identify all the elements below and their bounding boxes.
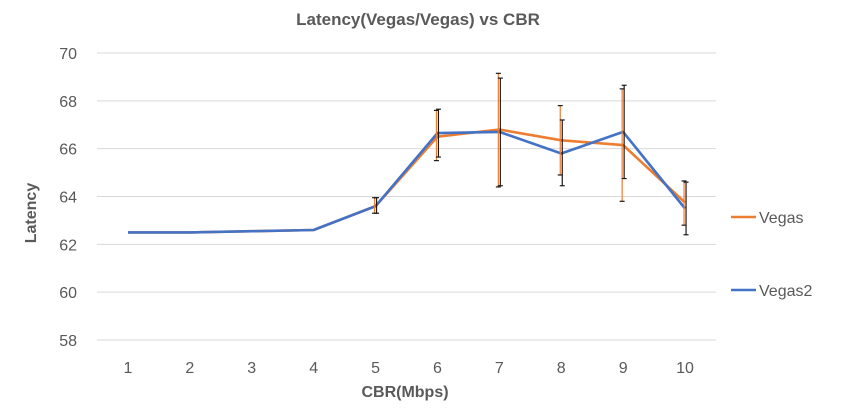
x-tick-label: 7 — [495, 360, 504, 377]
error-bar — [374, 197, 380, 214]
y-tick-label: 64 — [59, 190, 77, 207]
x-tick-label: 8 — [557, 360, 566, 377]
x-axis-ticks: 1 2 3 4 5 6 7 8 9 10 — [123, 360, 694, 377]
error-bar — [495, 72, 501, 188]
chart-title: Latency(Vegas/Vegas) vs CBR — [296, 10, 540, 29]
series-line-vegas2 — [128, 130, 687, 234]
y-tick-label: 60 — [59, 285, 77, 302]
legend-item-vegas: Vegas — [731, 210, 803, 227]
y-tick-label: 66 — [59, 142, 77, 159]
legend: Vegas Vegas2 — [731, 210, 812, 300]
x-tick-label: 1 — [123, 360, 132, 377]
x-tick-label: 2 — [185, 360, 194, 377]
y-tick-label: 68 — [59, 94, 77, 111]
x-tick-label: 3 — [247, 360, 256, 377]
x-axis-label: CBR(Mbps) — [361, 384, 448, 401]
x-tick-label: 10 — [676, 360, 694, 377]
error-bar — [621, 84, 627, 180]
x-tick-label: 9 — [619, 360, 628, 377]
legend-item-vegas2: Vegas2 — [731, 283, 812, 300]
gridlines — [97, 52, 716, 341]
series-lines — [128, 128, 687, 234]
x-tick-label: 5 — [371, 360, 380, 377]
error-bars — [372, 72, 689, 236]
y-axis-label: Latency — [23, 183, 40, 244]
error-bar — [683, 181, 689, 236]
error-bar — [497, 77, 503, 187]
y-tick-label: 62 — [59, 237, 77, 254]
x-tick-label: 6 — [433, 360, 442, 377]
x-tick-label: 4 — [309, 360, 318, 377]
legend-label: Vegas2 — [759, 283, 812, 300]
legend-label: Vegas — [759, 210, 803, 227]
error-bar — [435, 108, 441, 158]
error-bar — [559, 119, 565, 187]
y-tick-label: 70 — [59, 46, 77, 63]
y-tick-label: 58 — [59, 333, 77, 350]
series-line-vegas — [128, 128, 686, 234]
y-axis-ticks: 58 60 62 64 66 68 70 — [59, 46, 77, 350]
